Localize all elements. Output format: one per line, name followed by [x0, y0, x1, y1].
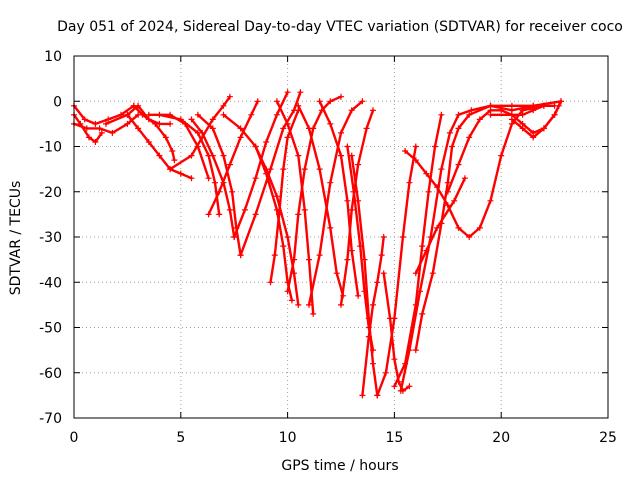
series-line [318, 100, 360, 297]
series-arc-11 [205, 98, 261, 218]
series-line [399, 100, 563, 393]
data-point-markers [231, 89, 291, 240]
series-line [339, 109, 375, 307]
series-arc-5 [130, 102, 178, 164]
tick-labels: 0 5 10 15 20 25 10 0 -10 -20 -30 -40 -50 -60 -70 [39, 49, 617, 446]
y-tick-label: -50 [39, 321, 62, 337]
data-series [71, 89, 564, 399]
y-tick-label: 0 [53, 94, 62, 110]
series-line [207, 100, 259, 216]
data-point-markers [267, 107, 302, 286]
x-tick-label: 10 [279, 430, 297, 446]
series-line [168, 95, 232, 171]
series-line [361, 235, 385, 397]
series-line [382, 272, 411, 393]
y-tick-label: -40 [39, 275, 62, 291]
series-line [158, 113, 221, 216]
data-point-markers [391, 111, 445, 390]
series-line [72, 113, 140, 135]
data-point-markers [412, 175, 468, 277]
x-tick-label: 20 [492, 430, 510, 446]
series-line [286, 95, 343, 293]
series-line [307, 100, 364, 307]
data-point-markers [306, 98, 366, 308]
series-arc-14 [220, 111, 295, 304]
series-line [510, 104, 561, 139]
data-point-markers [338, 107, 376, 308]
y-tick-label: -20 [39, 185, 62, 201]
series-arc-9 [156, 111, 223, 218]
data-point-markers [252, 143, 302, 308]
data-point-markers [508, 102, 562, 141]
data-point-markers [412, 102, 537, 354]
axis-ticks [73, 55, 609, 419]
series-arc-15 [237, 89, 304, 259]
series-line [376, 145, 417, 397]
series-arc-19 [273, 98, 317, 317]
y-tick-label: -70 [39, 411, 62, 427]
x-axis-label: GPS time / hours [281, 458, 398, 474]
data-point-markers [284, 93, 344, 295]
data-point-markers [359, 234, 387, 399]
series-arc-21 [306, 98, 366, 308]
x-tick-label: 25 [599, 430, 617, 446]
y-tick-label: 10 [44, 49, 62, 65]
series-arc-33 [402, 102, 547, 240]
series-line [350, 154, 379, 397]
series-arc-34 [444, 102, 558, 195]
series-arc-22 [316, 98, 362, 299]
data-point-markers [130, 102, 178, 164]
series-arc-10 [188, 116, 238, 240]
y-axis-label: SDTVAR / TECUs [8, 181, 24, 296]
series-arc-36 [508, 102, 562, 141]
series-arc-18 [284, 93, 344, 295]
series-line [72, 104, 136, 126]
series-arc-31 [412, 102, 537, 354]
chart-title: Day 051 of 2024, Sidereal Day-to-day VTE… [57, 19, 623, 35]
data-point-markers [402, 102, 547, 240]
series-line [414, 104, 535, 352]
y-tick-label: -10 [39, 140, 62, 156]
data-point-markers [316, 98, 362, 299]
series-line [222, 113, 294, 302]
x-tick-label: 5 [176, 430, 185, 446]
data-point-markers [237, 89, 304, 259]
data-point-markers [273, 98, 317, 317]
series-line [239, 90, 302, 257]
y-tick-label: -30 [39, 230, 62, 246]
x-tick-label: 15 [385, 430, 403, 446]
series-line [190, 118, 236, 239]
series-line [254, 145, 300, 307]
series-arc-29 [391, 111, 445, 390]
x-tick-label: 0 [70, 430, 79, 446]
series-arc-16 [252, 143, 302, 308]
series-arc-26 [359, 234, 387, 399]
series-arc-23 [338, 107, 376, 308]
data-point-markers [167, 93, 233, 173]
data-point-markers [205, 98, 261, 218]
series-line [275, 100, 315, 316]
series-arc-32 [412, 175, 468, 277]
series-arc-8 [167, 93, 233, 173]
data-point-markers [156, 111, 223, 218]
y-tick-label: -60 [39, 366, 62, 382]
series-arc-27 [374, 143, 419, 399]
series-line [297, 104, 345, 297]
data-point-markers [374, 143, 419, 399]
